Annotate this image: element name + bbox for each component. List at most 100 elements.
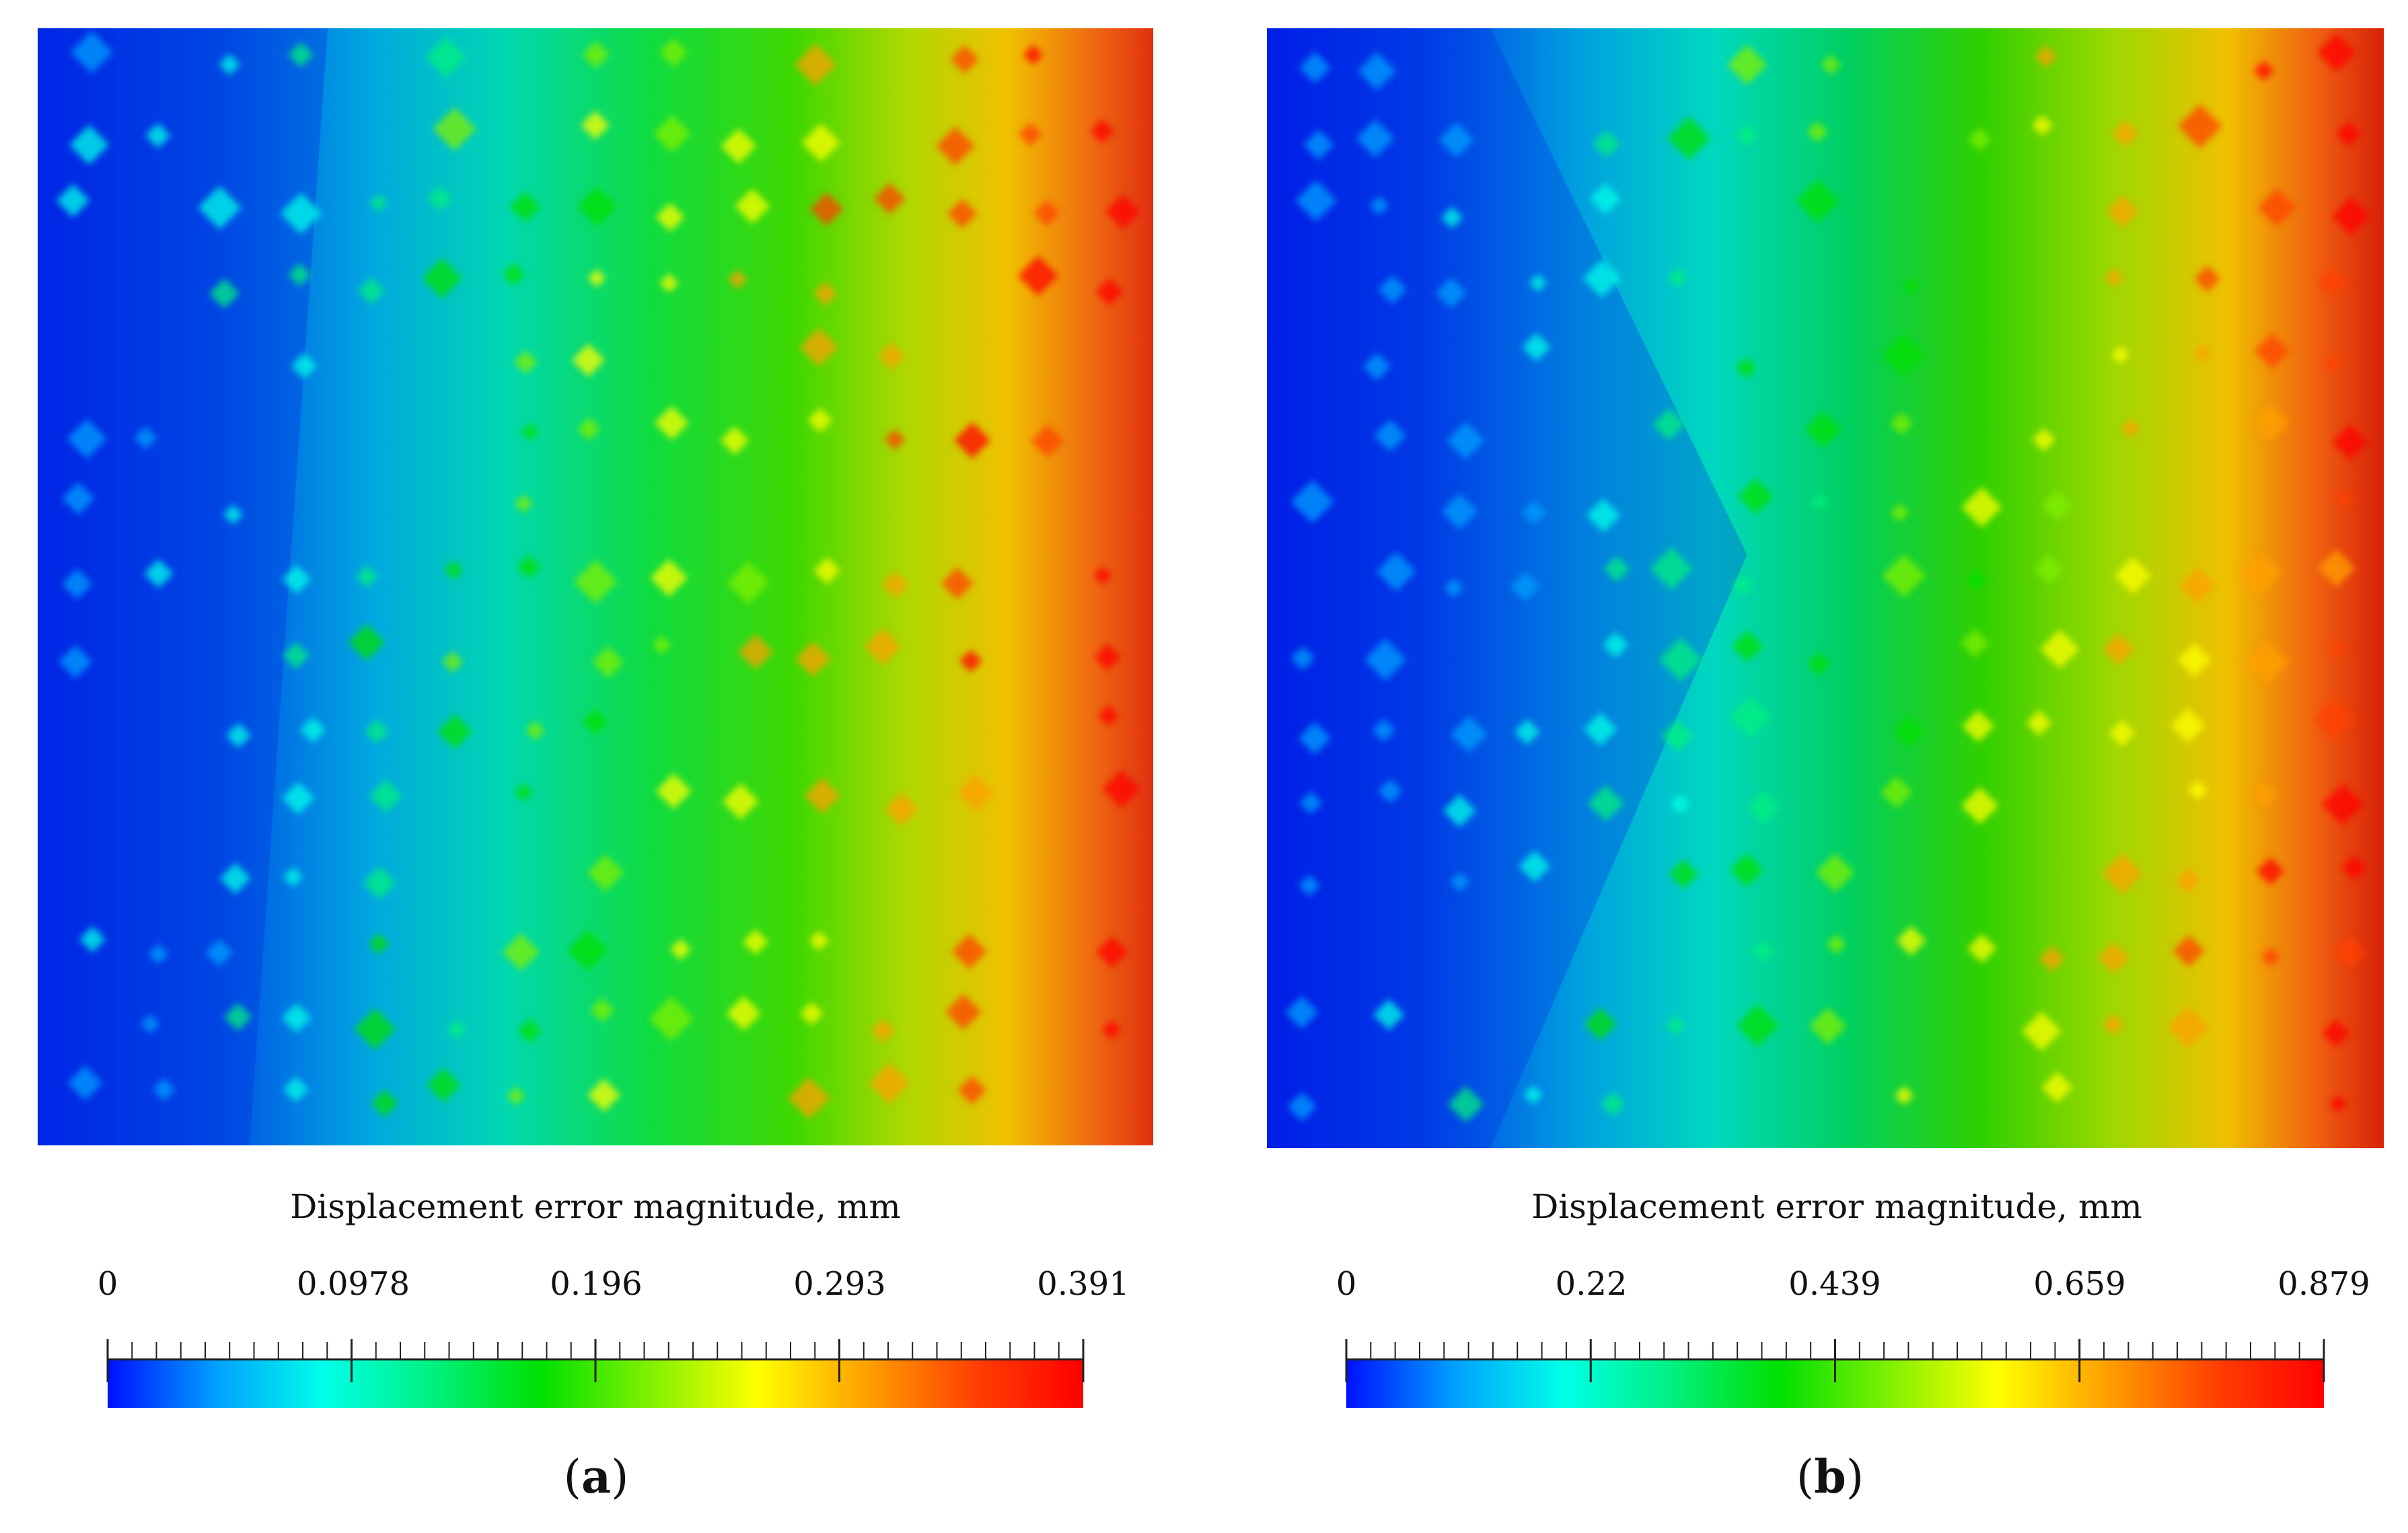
speckle-mark [219,54,240,75]
speckle-mark [61,569,92,600]
speckle-mark [1731,630,1763,662]
speckle-mark [787,1077,830,1120]
speckle-mark [2322,1019,2350,1048]
panel-label-letter: a [581,1450,612,1504]
speckle-mark [1448,1085,1484,1122]
speckle-mark [567,929,609,972]
speckle-mark [1961,629,1990,657]
speckle-mark [134,426,157,450]
speckle-mark [427,186,453,211]
colorbar-tick-label: 0 [1336,1265,1357,1303]
speckle-mark [1441,493,1477,530]
speckle-mark [1652,408,1685,441]
speckle-mark [365,719,390,744]
colorbar-ruler [1345,1339,2325,1408]
speckle-mark [2039,946,2066,972]
speckle-mark [1362,352,1391,381]
speckle-mark [509,191,541,223]
speckle-mark [62,482,95,515]
speckle-mark [1295,180,1337,221]
speckle-mark [67,1065,103,1101]
colorbar-tick-label: 0.0978 [297,1265,410,1303]
speckle-mark [2106,194,2139,227]
speckle-mark [2317,266,2348,297]
colorbar-ruler [106,1339,1085,1408]
speckle-mark [1658,637,1703,682]
speckle-mark [2177,104,2222,149]
speckle-mark [223,1003,252,1031]
speckle-mark [655,773,692,810]
speckle-mark [525,721,545,741]
colorbar-tick-label: 0.659 [2033,1265,2126,1303]
speckle-mark [1751,939,1774,963]
speckle-mark [2040,629,2080,669]
figure-panel-a: Displacement error magnitude, mm 0 0.097… [38,28,1153,1504]
speckle-mark [2317,548,2356,587]
speckle-mark [148,943,169,964]
speckle-mark [956,773,994,812]
speckle-mark [1369,195,1389,215]
speckle-mark [2026,709,2052,736]
figure-panel-b: Displacement error magnitude, mm 0 0.22 … [1204,0,2408,1533]
speckle-mark [1961,787,1999,825]
speckle-mark [2335,120,2362,147]
speckle-mark [2173,935,2205,967]
speckle-mark [502,262,525,286]
speckle-mark [198,186,242,229]
speckle-mark [953,422,991,459]
speckle-mark [590,997,615,1023]
speckle-mark [1097,705,1120,726]
speckle-mark [2170,708,2205,744]
speckle-mark [288,263,312,287]
speckle-mark [2252,404,2290,442]
speckle-mark [592,646,624,678]
speckle-mark [1101,1020,1122,1040]
speckle-mark [1600,1092,1626,1117]
speckle-mark [513,350,538,374]
speckle-mark [801,123,841,162]
speckle-mark [2261,947,2281,967]
speckle-mark [1285,995,1319,1030]
speckle-mark [577,186,618,227]
speckle-mark [433,107,476,151]
speckle-mark [517,1018,542,1043]
speckle-mark [799,328,838,367]
speckle-mark [1968,127,1992,151]
speckle-mark [283,1077,309,1102]
speckle-mark [1666,1015,1686,1036]
speckle-mark [1451,715,1488,753]
panel-label-close-paren: ) [1846,1451,1864,1504]
speckle-mark [659,38,688,67]
speckle-mark [653,114,692,153]
speckle-mark [281,781,315,815]
speckle-mark [1962,710,1995,743]
speckle-mark [2111,120,2139,147]
speckle-mark [1807,121,1828,143]
speckle-mark [1807,651,1831,676]
speckle-mark [582,708,609,735]
speckle-mark [2103,633,2135,666]
speckle-mark [1303,129,1334,160]
speckle-mark [1882,554,1926,598]
speckle-mark [355,565,379,588]
speckle-mark [1890,503,1909,522]
speckle-mark [2175,867,2201,894]
speckle-mark [1018,122,1043,147]
speckle-mark [2256,857,2285,886]
speckle-mark [2332,424,2368,460]
speckle-mark [654,406,689,440]
speckle-mark [1732,575,1753,596]
speckle-mark [1667,267,1688,288]
speckle-mark [2111,345,2130,365]
speckle-mark [2237,550,2282,596]
speckle-mark [1290,480,1334,524]
speckle-mark [368,933,390,955]
speckle-mark [1093,643,1121,671]
speckle-mark [1804,411,1841,448]
speckle-mark [219,863,251,894]
speckle-mark [1378,275,1407,304]
speckle-mark [502,933,540,972]
speckle-mark [514,494,534,513]
speckle-mark [521,423,539,441]
speckle-mark [2193,265,2221,293]
